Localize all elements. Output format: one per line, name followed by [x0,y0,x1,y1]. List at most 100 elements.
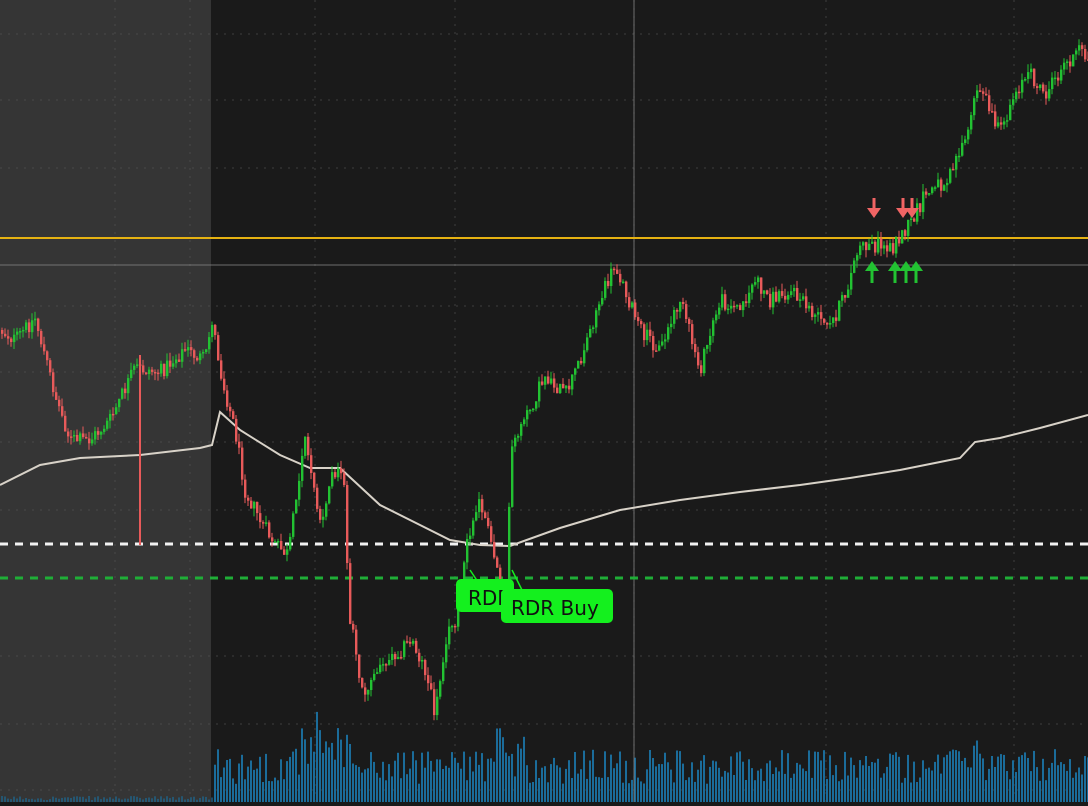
volume-bar [364,769,366,802]
candle [193,350,196,358]
volume-bar [466,780,468,802]
candle [604,281,607,298]
candle [406,641,409,643]
volume-bar [286,761,288,802]
rdr-buy-label-box [501,589,613,623]
sell-arrow-shaft [901,198,905,210]
volume-bar [796,762,798,802]
candle [973,98,976,116]
volume-bar [1072,777,1074,802]
volume-bar [574,752,576,802]
candle [454,625,457,628]
volume-bar [760,768,762,802]
candle [271,537,274,542]
volume-bar [892,754,894,802]
candle [772,291,775,308]
volume-bar [787,753,789,802]
candle [997,122,1000,127]
volume-bar [595,776,597,802]
candle [580,361,583,364]
candle [949,168,952,183]
volume-bar [310,737,312,802]
candle [646,329,649,341]
candle [58,399,61,407]
volume-bar [217,749,219,802]
volume-bar [433,771,435,802]
volume-bar [631,779,633,802]
volume-bar [148,797,150,802]
candle [1006,120,1009,122]
volume-bar [1036,767,1038,802]
candle [715,314,718,321]
candle [769,293,772,308]
volume-bar [289,756,291,802]
candle [475,512,478,521]
buy-arrow-shaft [914,271,918,283]
candle [778,291,781,302]
volume-bar [319,730,321,802]
rdr-buy-label[interactable]: RDR Buy [501,569,613,623]
candle [361,677,364,688]
volume-bar [490,758,492,802]
candle [577,361,580,369]
volume-bar [730,756,732,802]
signal-markers [865,198,923,283]
candle [301,455,304,481]
candle [118,398,121,408]
volume-bar [838,781,840,802]
candle [826,322,829,325]
candle [478,499,481,513]
volume-bar [691,762,693,802]
volume-bar [307,763,309,802]
volume-bar [643,783,645,802]
candle [298,480,301,500]
volume-bar [223,767,225,802]
volume-bar [322,752,324,802]
candle [295,499,298,514]
candle [880,238,883,249]
candle [829,323,832,325]
volume-bar [85,798,87,802]
volume-bar [895,752,897,802]
volume-bar [1063,764,1065,802]
volume-bar [949,751,951,802]
volume-bar [1021,755,1023,802]
volume-bar [793,773,795,802]
candle [862,242,865,246]
candle [397,657,400,660]
candle [451,625,454,628]
volume-bar [100,799,102,802]
candle [250,500,253,509]
volume-bar [646,769,648,802]
volume-bar [907,754,909,802]
volume-bar [4,796,6,802]
volume-bar [835,765,837,802]
candle [775,291,778,302]
volume-bar [478,764,480,802]
rdr-label[interactable]: RDR [456,569,514,612]
volume-bar [994,767,996,802]
volume-bar [1000,754,1002,802]
volume-bar [208,799,210,802]
candle [808,305,811,309]
candle [28,322,31,333]
volume-bar [559,767,561,802]
volume-bar [328,747,330,802]
candle [178,359,181,362]
candle [196,357,199,361]
candle [1027,72,1030,79]
volume-bar [70,798,72,802]
volume-bar [142,799,144,802]
candle [133,365,136,370]
candle [895,237,898,254]
candle [289,536,292,550]
candle [103,428,106,432]
candle [631,302,634,308]
volume-bar [181,796,183,802]
volume-bar [1006,771,1008,802]
candle [31,320,34,333]
candle [70,436,73,438]
volume-bar [883,773,885,802]
